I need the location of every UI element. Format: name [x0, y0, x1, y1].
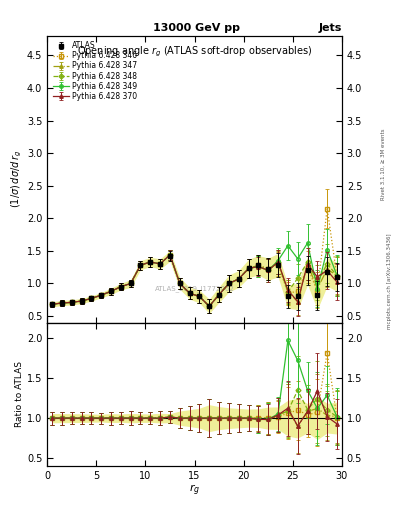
Y-axis label: $(1/\sigma)\,d\sigma/d\,r_g$: $(1/\sigma)\,d\sigma/d\,r_g$	[9, 150, 24, 208]
Text: ATLAS_2019_I1772062: ATLAS_2019_I1772062	[155, 285, 234, 291]
Y-axis label: Ratio to ATLAS: Ratio to ATLAS	[15, 361, 24, 427]
Text: Rivet 3.1.10, ≥ 3M events: Rivet 3.1.10, ≥ 3M events	[381, 128, 386, 200]
Legend: ATLAS, Pythia 6.428 346, Pythia 6.428 347, Pythia 6.428 348, Pythia 6.428 349, P: ATLAS, Pythia 6.428 346, Pythia 6.428 34…	[50, 39, 139, 103]
X-axis label: $r_g$: $r_g$	[189, 482, 200, 498]
Text: Opening angle $r_g$ (ATLAS soft-drop observables): Opening angle $r_g$ (ATLAS soft-drop obs…	[77, 45, 312, 59]
Text: 13000 GeV pp: 13000 GeV pp	[153, 23, 240, 33]
Text: Jets: Jets	[319, 23, 342, 33]
Text: mcplots.cern.ch [arXiv:1306.3436]: mcplots.cern.ch [arXiv:1306.3436]	[387, 234, 392, 329]
